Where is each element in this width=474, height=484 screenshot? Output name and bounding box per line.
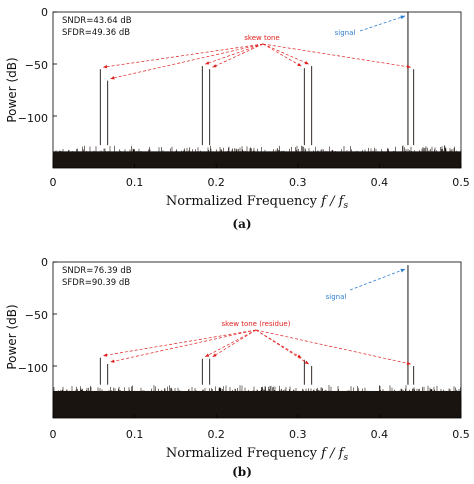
y-tick-a-1: −50 — [25, 59, 48, 72]
noise-floor-fill-b — [53, 390, 461, 418]
skew-arrow-b-4 — [255, 329, 302, 359]
panel-b: Power (dB) 0 0.1 0.2 0.3 0.4 0.5 0 −50 −… — [5, 256, 470, 479]
skew-label-b: skew tone (residue) — [222, 320, 291, 328]
x-tick-a-5: 0.5 — [452, 176, 470, 189]
plot-area-b: SNDR=76.39 dB SFDR=90.39 dB signal skew ton… — [52, 261, 462, 419]
x-tick-a-2: 0.2 — [207, 176, 225, 189]
panel-caption-b: (b) — [232, 465, 252, 479]
signal-arrow-a — [359, 15, 406, 32]
y-tick-a-0: 0 — [41, 6, 48, 19]
y-tick-b-0: 0 — [41, 256, 48, 269]
x-tick-b-3: 0.3 — [289, 428, 307, 441]
x-axis-variable-a: f / f — [320, 194, 345, 209]
x-axis-variable-b: f / f — [320, 446, 345, 461]
x-axis-subscript-b: s — [343, 453, 348, 463]
noise-floor-fill-a — [53, 151, 461, 168]
y-axis-label-a: Power (dB) — [5, 57, 19, 122]
x-tick-labels-a: 0 0.1 0.2 0.3 0.4 0.5 — [50, 176, 470, 189]
skew-arrow-a-5 — [262, 43, 310, 65]
signal-label-a: signal — [335, 29, 356, 37]
x-tick-b-4: 0.4 — [371, 428, 389, 441]
y-axis-label-b: Power (dB) — [5, 304, 19, 369]
y-tick-b-2: −100 — [18, 362, 48, 375]
x-axis-label-b: Normalized Frequency f / fs — [166, 446, 349, 463]
stat-a-1: SFDR=49.36 dB — [62, 28, 130, 38]
panel-caption-a: (a) — [232, 217, 251, 231]
y-tick-labels-a: 0 −50 −100 — [18, 6, 48, 125]
stat-b-0: SNDR=76.39 dB — [62, 266, 132, 276]
skew-arrow-a-4 — [262, 43, 302, 67]
y-tick-a-2: −100 — [18, 112, 48, 125]
x-tick-b-2: 0.2 — [207, 428, 225, 441]
skew-arrow-b-5 — [255, 329, 310, 365]
x-tick-labels-b: 0 0.1 0.2 0.3 0.4 0.5 — [50, 428, 470, 441]
x-tick-a-4: 0.4 — [371, 176, 389, 189]
x-tick-b-0: 0 — [50, 428, 57, 441]
x-axis-subscript-a: s — [343, 201, 348, 211]
skew-arrow-a-0 — [102, 43, 264, 69]
y-tick-b-1: −50 — [25, 309, 48, 322]
plot-area-a: SNDR=43.64 dB SFDR=49.36 dB signal skew ton… — [52, 11, 462, 169]
skew-arrow-b-3 — [212, 329, 257, 358]
x-tick-a-3: 0.3 — [289, 176, 307, 189]
stat-b-1: SFDR=90.39 dB — [62, 278, 130, 288]
skew-arrow-b-6 — [255, 329, 412, 365]
skew-arrow-b-0 — [102, 329, 257, 357]
x-tick-b-5: 0.5 — [452, 428, 470, 441]
x-tick-a-1: 0.1 — [126, 176, 144, 189]
skew-arrow-a-3 — [212, 43, 264, 68]
x-tick-a-0: 0 — [50, 176, 57, 189]
skew-arrow-b-2 — [204, 329, 257, 358]
plot-background-a — [53, 12, 461, 168]
panel-a: Power (dB) 0 0.1 0.2 0.3 0.4 0.5 0 −50 −… — [5, 6, 470, 231]
axes-frame-a — [52, 11, 462, 169]
stat-a-0: SNDR=43.64 dB — [62, 16, 132, 26]
y-tick-labels-b: 0 −50 −100 — [18, 256, 48, 375]
axes-frame-b — [52, 261, 462, 419]
x-axis-label-a: Normalized Frequency f / fs — [166, 194, 349, 211]
skew-arrow-a-1 — [110, 43, 264, 80]
x-axis-label-text-b: Normalized Frequency — [166, 446, 321, 461]
skew-label-a: skew tone — [244, 34, 279, 42]
signal-label-b: signal — [326, 293, 347, 301]
x-tick-b-1: 0.1 — [126, 428, 144, 441]
skew-arrow-a-2 — [204, 43, 264, 65]
x-axis-label-text-a: Normalized Frequency — [166, 194, 321, 209]
